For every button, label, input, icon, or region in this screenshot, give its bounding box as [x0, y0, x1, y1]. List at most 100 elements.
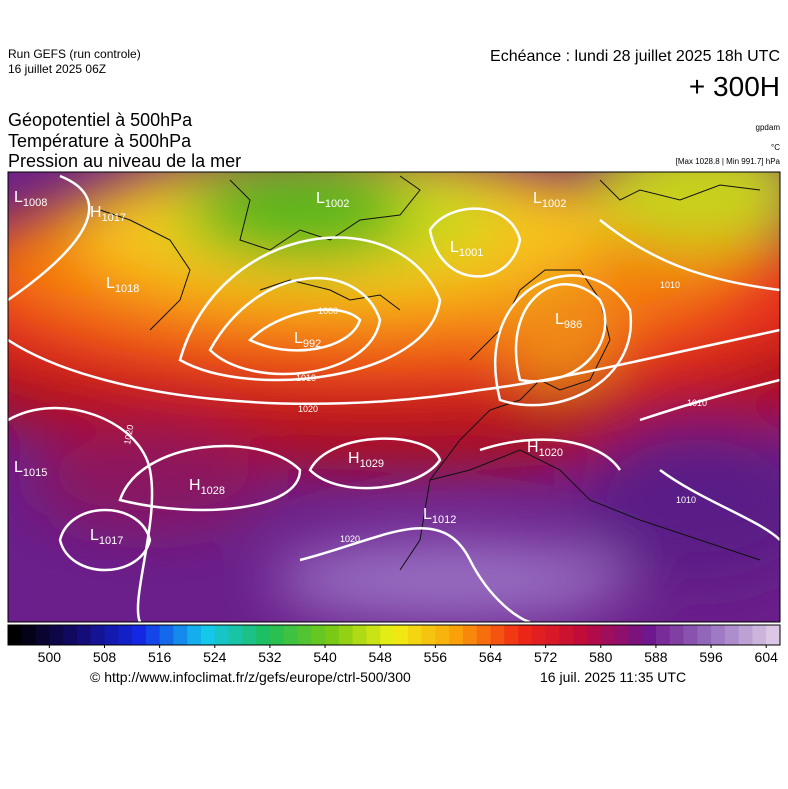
center-type: L	[423, 506, 432, 523]
map: L1008 H1017 L1002 L1001 L1002 L1018 L992…	[8, 172, 780, 622]
colorbar-cell	[531, 625, 547, 645]
colorbar-cell	[159, 625, 174, 645]
colorbar-tick-label: 580	[589, 649, 613, 665]
created: 16 juil. 2025 11:35 UTC	[540, 669, 686, 685]
colorbar-tick-label: 516	[148, 649, 172, 665]
unit: °C	[771, 143, 780, 152]
center-type: H	[527, 439, 539, 456]
pressure-centers: L1008 H1017 L1002 L1001 L1002 L1018 L992…	[14, 189, 582, 547]
pressure-center: H1017	[90, 204, 126, 224]
pressure-center: L1002	[533, 190, 566, 210]
colorbar-cell	[187, 625, 202, 645]
colorbar-cell	[724, 625, 740, 645]
colorbar-cell	[352, 625, 367, 645]
colorbar-tick-label: 548	[369, 649, 393, 665]
center-value: 1028	[201, 485, 225, 497]
center-value: 986	[564, 319, 582, 331]
center-type: L	[106, 275, 115, 292]
colorbar-cell	[476, 625, 491, 645]
field-title: Pression au niveau de la mer	[8, 151, 241, 171]
center-type: L	[555, 311, 564, 328]
colorbar-tick-label: 508	[93, 649, 117, 665]
center-value: 1015	[23, 467, 47, 479]
center-value: 1017	[102, 212, 126, 224]
colorbar-tick-label: 596	[699, 649, 723, 665]
contour-label: 1010	[296, 373, 316, 383]
contour-label: 1010	[660, 280, 680, 290]
colorbar-cell	[587, 625, 602, 645]
source: © http://www.infoclimat.fr/z/gefs/europe…	[90, 669, 411, 685]
colorbar-cell	[242, 625, 257, 645]
center-value: 1008	[23, 197, 47, 209]
field-title: Géopotentiel à 500hPa	[8, 110, 193, 130]
center-value: 992	[303, 338, 321, 350]
colorbar-cell	[628, 625, 643, 645]
colorbar-cell	[90, 625, 105, 645]
colorbar-cell	[76, 625, 92, 645]
center-value: 1017	[99, 535, 123, 547]
pressure-center: H1028	[189, 477, 225, 497]
pressure-center: L1001	[450, 239, 483, 259]
center-value: 1002	[325, 198, 349, 210]
colorbar-cell	[228, 625, 243, 645]
colorbar-tick-label: 524	[203, 649, 227, 665]
pressure-center: L1018	[106, 275, 139, 295]
colorbar-cell	[738, 625, 753, 645]
colorbar-cell	[545, 625, 560, 645]
temperature-field	[8, 172, 780, 620]
center-type: L	[316, 190, 325, 207]
colorbar-cell	[49, 625, 64, 645]
run-date: 16 juillet 2025 06Z	[8, 62, 106, 76]
center-type: H	[90, 204, 102, 221]
field-title: Température à 500hPa	[8, 131, 192, 151]
center-value: 1002	[542, 198, 566, 210]
colorbar-cell	[518, 625, 533, 645]
map-frame	[7, 171, 781, 623]
colorbar-cell	[338, 625, 354, 645]
colorbar-cell	[63, 625, 78, 645]
isobars	[8, 174, 780, 622]
colorbar-tick-label: 564	[479, 649, 503, 665]
center-type: L	[450, 239, 459, 256]
colorbar-cell	[8, 625, 23, 645]
contour-label: 1010	[687, 398, 707, 408]
pressure-center: L1017	[90, 527, 123, 547]
pressure-center: L1008	[14, 189, 47, 209]
colorbar-cell	[421, 625, 436, 645]
center-type: L	[14, 189, 23, 206]
center-value: 1018	[115, 283, 139, 295]
colorbar-cell	[490, 625, 505, 645]
unit: gpdam	[756, 123, 781, 132]
lead-time: + 300H	[689, 71, 780, 102]
center-type: H	[189, 477, 201, 494]
colorbar-tick-label: 540	[313, 649, 337, 665]
colorbar-tick-label: 604	[755, 649, 779, 665]
colorbar-cell	[394, 625, 409, 645]
pressure-center: H1020	[527, 439, 563, 459]
colorbar-cell	[559, 625, 574, 645]
colorbar-cell	[269, 625, 285, 645]
colorbar-cell	[283, 625, 298, 645]
center-type: H	[348, 450, 360, 467]
colorbar-cell	[104, 625, 119, 645]
colorbar-cell	[325, 625, 340, 645]
colorbar-tick-label: 532	[258, 649, 282, 665]
colorbar-cell	[573, 625, 588, 645]
valid-time: Echéance : lundi 28 juillet 2025 18h UTC	[490, 48, 780, 65]
colorbar-cell	[766, 625, 781, 645]
pressure-center: L1012	[423, 506, 456, 526]
colorbar-cell	[201, 625, 216, 645]
colorbar-cell	[435, 625, 450, 645]
colorbar-cell	[21, 625, 37, 645]
run-label: Run GEFS (run controle)	[8, 47, 141, 61]
coastlines	[99, 175, 761, 571]
colorbar-cell	[504, 625, 519, 645]
colorbar-cell	[683, 625, 698, 645]
colorbar-cell	[407, 625, 423, 645]
contour-labels: 1000 1010 1020 1020 1020 1010 1010 1010	[122, 280, 707, 544]
colorbar-cell	[256, 625, 271, 645]
colorbar-tick-label: 500	[38, 649, 62, 665]
colorbar-cell	[614, 625, 629, 645]
colorbar-tick-label: 588	[644, 649, 668, 665]
